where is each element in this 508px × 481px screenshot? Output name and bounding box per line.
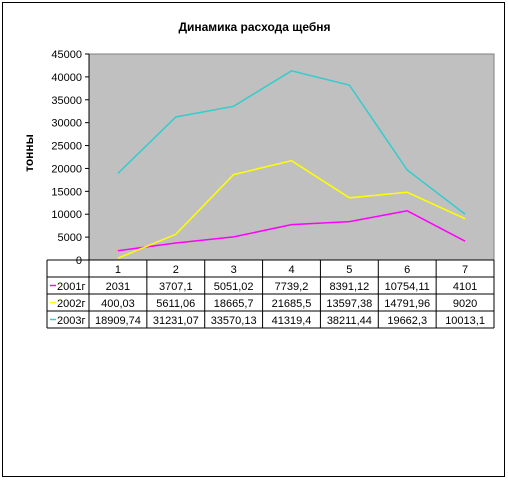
y-tick-label: 5000	[58, 232, 82, 244]
series-line	[117, 159, 466, 259]
data-label: 41319,4	[272, 315, 312, 327]
y-tick-label: 15000	[51, 186, 82, 198]
series-line	[117, 69, 466, 215]
x-tick-label: 6	[404, 264, 410, 276]
data-label: 18909,74	[95, 315, 141, 327]
y-tick-label: 45000	[51, 49, 82, 61]
data-label: 5611,06	[156, 298, 195, 310]
y-tick-label: 35000	[51, 95, 82, 107]
data-label: 9020	[453, 298, 477, 310]
data-label: 13597,38	[326, 298, 372, 310]
data-label: 4101	[453, 281, 477, 293]
data-label: 18665,7	[214, 298, 254, 310]
chart-title: Динамика расхода щебня	[178, 20, 331, 34]
chart-frame: Динамика расхода щебня тонны 0 5000 10000 1…	[2, 2, 505, 477]
data-label: 14791,96	[384, 298, 430, 310]
x-tick-label: 5	[346, 264, 352, 276]
series-line	[117, 210, 466, 252]
y-tick-label: 25000	[51, 141, 82, 153]
data-label: 38211,44	[327, 315, 372, 327]
data-label: 5051,02	[214, 281, 254, 293]
y-tick-label: 10000	[51, 209, 82, 221]
data-label: 21685,5	[272, 298, 312, 310]
x-tick-label: 7	[462, 264, 468, 276]
data-label: 33570,13	[211, 315, 257, 327]
data-label: 2031	[106, 281, 130, 293]
legend-entry: 2003г	[57, 315, 85, 327]
x-tick-label: 3	[231, 264, 237, 276]
data-label: 400,03	[101, 298, 135, 310]
legend-entry: 2002г	[57, 298, 85, 310]
y-tick-label: 0	[76, 255, 82, 267]
chart-plot: 0 5000 10000 15000 20000 25000 30000 35000 40000…	[46, 49, 495, 329]
y-tick-label: 30000	[51, 118, 82, 130]
x-tick-label: 4	[288, 264, 294, 276]
data-label: 19662,3	[387, 315, 427, 327]
data-label: 10754,11	[385, 281, 430, 293]
legend-entry: 2001г	[57, 281, 85, 293]
y-tick-label: 40000	[51, 72, 82, 84]
data-label: 10013,1	[445, 315, 485, 327]
data-label: 3707,1	[159, 281, 193, 293]
data-label: 31231,07	[153, 315, 199, 327]
plot-area	[88, 53, 495, 261]
data-label: 7739,2	[275, 281, 309, 293]
x-tick-label: 1	[115, 264, 121, 276]
data-label: 8391,12	[329, 281, 369, 293]
y-tick-label: 20000	[51, 163, 82, 175]
x-tick-label: 2	[173, 264, 179, 276]
